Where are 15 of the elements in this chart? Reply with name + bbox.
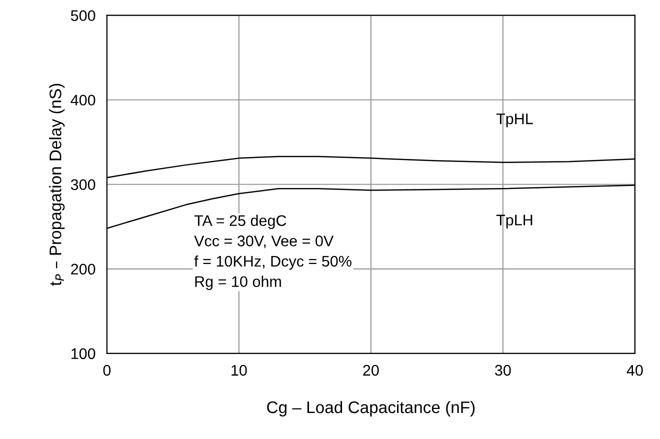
y-tick-label: 500	[70, 10, 96, 22]
y-tick-label: 300	[70, 179, 96, 190]
y-tick-label: 400	[70, 94, 96, 106]
x-tick-label: 0	[103, 364, 111, 376]
y-tick-label: 100	[71, 348, 96, 360]
x-axis-title: Cg – Load Capacitance (nF)	[267, 400, 475, 417]
series-label: TpLH	[496, 214, 532, 228]
x-tick-label: 20	[363, 364, 379, 376]
annotation: TA = 25 degC Vcc = 30V, Vee = 0V f = 10KHz, Dcyc = 50% Rg = 10 ohm	[194, 214, 352, 290]
text: TpHL	[496, 114, 533, 128]
y-tick-label: 200	[71, 264, 96, 275]
x-tick-label: 10	[232, 364, 247, 376]
y-axis-title: t$_{P}$ – Propagation Delay (nS)	[49, 84, 65, 286]
x-tick-label: 40	[626, 364, 643, 376]
x-tick-label: 30	[495, 364, 511, 376]
